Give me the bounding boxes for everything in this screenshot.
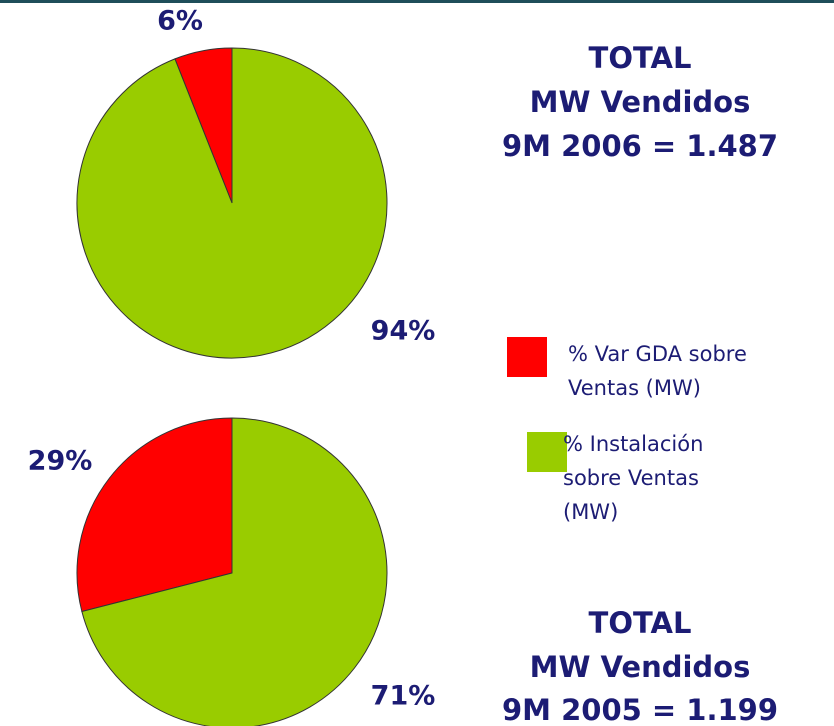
legend-swatch (527, 432, 567, 472)
chart-title: MW Vendidos (530, 85, 751, 119)
legend-swatch (507, 337, 547, 377)
legend-label: % Instalación sobre Ventas (MW) (563, 432, 704, 524)
chart-title: TOTAL (589, 41, 692, 75)
chart-title: 9M 2005 = 1.199 (502, 693, 778, 726)
pie-slice (76, 417, 233, 613)
value-label: 6% (157, 6, 203, 37)
legend-label: % Var GDA sobre Ventas (MW) (568, 342, 747, 400)
chart-title: MW Vendidos (530, 650, 751, 684)
value-label: 94% (371, 316, 436, 347)
top-rule (0, 0, 834, 3)
chart-title: TOTAL (589, 606, 692, 640)
chart-title: 9M 2006 = 1.487 (502, 129, 778, 163)
pie-slice (81, 417, 388, 726)
value-label: 29% (28, 446, 93, 477)
value-label: 71% (371, 681, 436, 712)
pie-slice (76, 47, 388, 359)
